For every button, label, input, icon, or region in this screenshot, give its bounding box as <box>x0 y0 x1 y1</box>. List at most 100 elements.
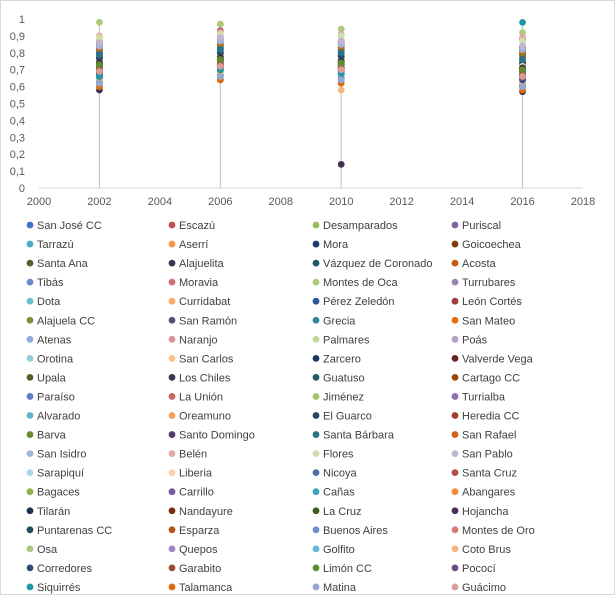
legend-item[interactable]: San José CC <box>26 220 102 232</box>
legend-item[interactable]: Turrubares <box>451 277 516 289</box>
legend-item[interactable]: Atenas <box>26 334 72 346</box>
legend-item[interactable]: Quepos <box>168 544 218 556</box>
legend-marker <box>26 450 34 457</box>
legend-label: Esparza <box>179 525 220 537</box>
legend-item[interactable]: Montes de Oca <box>312 277 399 289</box>
legend-item[interactable]: Puntarenas CC <box>26 525 113 537</box>
legend-item[interactable]: Cartago CC <box>451 372 521 384</box>
legend-item[interactable]: Upala <box>26 372 67 384</box>
legend-item[interactable]: Guácimo <box>451 582 506 594</box>
legend-item[interactable]: Tibás <box>26 277 64 289</box>
legend-item[interactable]: Poás <box>451 334 488 346</box>
legend-item[interactable]: Curridabat <box>168 296 231 308</box>
legend-label: Pérez Zeledón <box>323 296 395 308</box>
legend-item[interactable]: Barva <box>26 430 67 442</box>
legend-label: Sarapiquí <box>37 468 84 480</box>
data-point <box>96 34 103 41</box>
legend-marker <box>168 278 176 286</box>
legend-item[interactable]: Paraíso <box>26 391 75 403</box>
legend-item[interactable]: Santo Domingo <box>168 430 255 442</box>
legend-item[interactable]: Los Chiles <box>168 372 231 384</box>
legend-item[interactable]: Carrillo <box>168 487 214 499</box>
legend-item[interactable]: El Guarco <box>312 411 372 423</box>
legend-item[interactable]: Moravia <box>168 277 219 289</box>
legend-item[interactable]: Pococí <box>451 563 496 575</box>
legend-item[interactable]: Santa Bárbara <box>312 430 395 442</box>
legend-item[interactable]: Flores <box>312 449 354 461</box>
legend-item[interactable]: Nandayure <box>168 506 233 518</box>
legend-item[interactable]: Matina <box>312 582 357 594</box>
legend-item[interactable]: Liberia <box>168 468 213 480</box>
legend-item[interactable]: Santa Cruz <box>451 468 517 480</box>
legend-item[interactable]: Limón CC <box>312 563 372 575</box>
legend-item[interactable]: Nicoya <box>312 468 358 480</box>
legend-item[interactable]: Vázquez de Coronado <box>312 258 433 270</box>
legend-item[interactable]: Acosta <box>451 258 497 270</box>
legend-item[interactable]: Santa Ana <box>26 258 89 270</box>
legend-item[interactable]: Belén <box>168 449 208 461</box>
legend-item[interactable]: Alvarado <box>26 411 81 423</box>
legend-label: Valverde Vega <box>462 353 534 365</box>
legend-item[interactable]: Alajuelita <box>168 258 225 270</box>
legend-item[interactable]: Abangares <box>451 487 516 499</box>
legend-item[interactable]: Puriscal <box>451 220 502 232</box>
legend-item[interactable]: Pérez Zeledón <box>312 296 395 308</box>
legend-item[interactable]: Oreamuno <box>168 411 231 423</box>
legend-item[interactable]: Bagaces <box>26 487 81 499</box>
legend-item[interactable]: Goicoechea <box>451 239 522 251</box>
legend-marker <box>312 259 320 267</box>
legend-label: Turrialba <box>462 391 506 403</box>
legend-label: Goicoechea <box>462 239 522 251</box>
legend-item[interactable]: León Cortés <box>451 296 523 308</box>
legend-item[interactable]: Valverde Vega <box>451 353 534 365</box>
legend-marker <box>168 374 176 381</box>
data-point <box>519 37 526 45</box>
legend-item[interactable]: Sarapiquí <box>26 468 84 480</box>
data-points <box>96 18 526 168</box>
legend-item[interactable]: Esparza <box>168 525 221 537</box>
legend-label: Abangares <box>462 487 516 499</box>
legend-item[interactable]: Talamanca <box>168 582 233 594</box>
legend-item[interactable]: Heredia CC <box>451 411 520 423</box>
legend-item[interactable]: San Isidro <box>26 449 87 461</box>
legend-item[interactable]: San Pablo <box>451 449 513 461</box>
legend-item[interactable]: Tarrazú <box>26 239 74 251</box>
legend-item[interactable]: Corredores <box>26 563 93 575</box>
legend-item[interactable]: Osa <box>26 544 58 556</box>
legend-marker <box>168 259 176 267</box>
legend-item[interactable]: San Rafael <box>451 430 517 442</box>
legend-label: Oreamuno <box>179 411 231 423</box>
legend-item[interactable]: Zarcero <box>312 353 361 365</box>
legend-item[interactable]: Orotina <box>26 353 74 365</box>
legend-item[interactable]: Aserrí <box>168 239 209 251</box>
legend-item[interactable]: Montes de Oro <box>451 525 535 537</box>
legend-item[interactable]: San Carlos <box>168 353 234 365</box>
legend-item[interactable]: Cañas <box>312 487 356 499</box>
legend-item[interactable]: San Ramón <box>168 315 237 327</box>
legend-item[interactable]: Alajuela CC <box>26 315 96 327</box>
legend-item[interactable]: Coto Brus <box>451 544 512 556</box>
legend-item[interactable]: Mora <box>312 239 349 251</box>
x-tick-label: 2014 <box>450 196 474 208</box>
legend-item[interactable]: Jiménez <box>312 391 364 403</box>
legend-item[interactable]: Grecia <box>312 315 357 327</box>
legend-item[interactable]: La Unión <box>168 391 223 403</box>
legend-item[interactable]: Dota <box>26 296 62 308</box>
legend-item[interactable]: Hojancha <box>451 506 510 518</box>
legend-label: San Mateo <box>462 315 515 327</box>
legend-item[interactable]: San Mateo <box>451 315 516 327</box>
legend-item[interactable]: Palmares <box>312 334 370 346</box>
legend-item[interactable]: Guatuso <box>312 372 365 384</box>
legend-item[interactable]: Buenos Aires <box>312 525 389 537</box>
legend-item[interactable]: Tilarán <box>26 506 71 518</box>
legend-item[interactable]: La Cruz <box>312 506 362 518</box>
legend-item[interactable]: Naranjo <box>168 334 218 346</box>
legend-item[interactable]: Siquirrés <box>26 582 81 594</box>
legend-marker <box>168 240 176 248</box>
legend-item[interactable]: Turrialba <box>451 391 506 403</box>
legend-item[interactable]: Golfito <box>312 544 355 556</box>
legend-item[interactable]: Garabito <box>168 563 222 575</box>
legend-item[interactable]: Desamparados <box>312 220 398 232</box>
legend-item[interactable]: Escazú <box>168 220 215 232</box>
